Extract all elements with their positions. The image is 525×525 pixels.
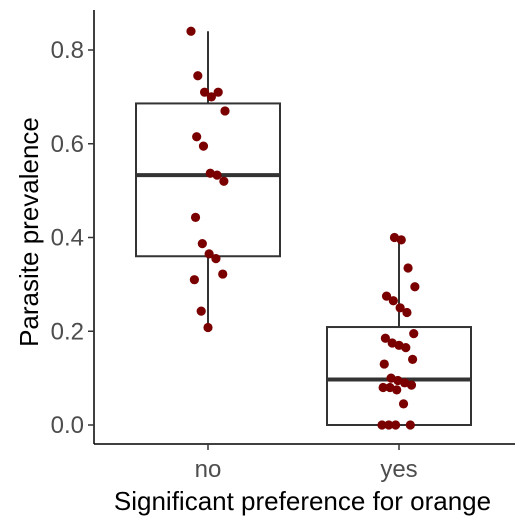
y-tick-label: 0.6: [51, 131, 84, 158]
data-point: [401, 343, 411, 353]
y-tick-label: 0.4: [51, 225, 84, 252]
data-point: [398, 399, 409, 409]
data-point: [380, 333, 390, 343]
data-point: [212, 170, 222, 180]
data-point: [392, 385, 402, 395]
data-point: [211, 253, 221, 264]
y-tick-label: 0.8: [51, 37, 84, 64]
data-point: [381, 291, 392, 301]
data-point: [186, 26, 196, 36]
x-tick-label: yes: [380, 456, 417, 483]
data-point: [378, 382, 388, 393]
data-point: [192, 132, 202, 142]
data-point: [219, 176, 229, 186]
data-point: [395, 303, 405, 313]
y-tick-label: 0.0: [51, 412, 84, 439]
data-point: [189, 275, 199, 285]
data-point: [405, 420, 415, 430]
data-point: [403, 263, 413, 273]
x-tick-label: no: [195, 456, 222, 483]
data-point: [391, 420, 401, 430]
data-point: [384, 420, 394, 430]
data-point: [197, 238, 207, 249]
data-point: [198, 141, 209, 151]
x-axis-title: Significant preference for orange: [114, 486, 491, 516]
data-point: [196, 306, 206, 316]
data-point: [406, 380, 417, 390]
data-point: [388, 296, 398, 306]
data-point: [213, 87, 223, 97]
data-point: [190, 212, 201, 222]
data-point: [218, 269, 228, 279]
data-point: [402, 307, 412, 318]
data-point: [409, 328, 419, 339]
data-point: [206, 92, 216, 102]
box: [135, 102, 281, 258]
data-point: [200, 87, 210, 97]
data-point: [408, 354, 418, 364]
data-point: [396, 235, 406, 245]
data-point: [379, 359, 389, 369]
data-point: [203, 322, 213, 333]
data-point: [193, 71, 203, 81]
y-tick-label: 0.2: [51, 318, 84, 345]
data-point: [410, 282, 420, 292]
data-point: [377, 420, 387, 430]
data-point: [204, 249, 214, 259]
y-axis-title: Parasite prevalence: [14, 117, 44, 347]
data-point: [220, 106, 230, 116]
